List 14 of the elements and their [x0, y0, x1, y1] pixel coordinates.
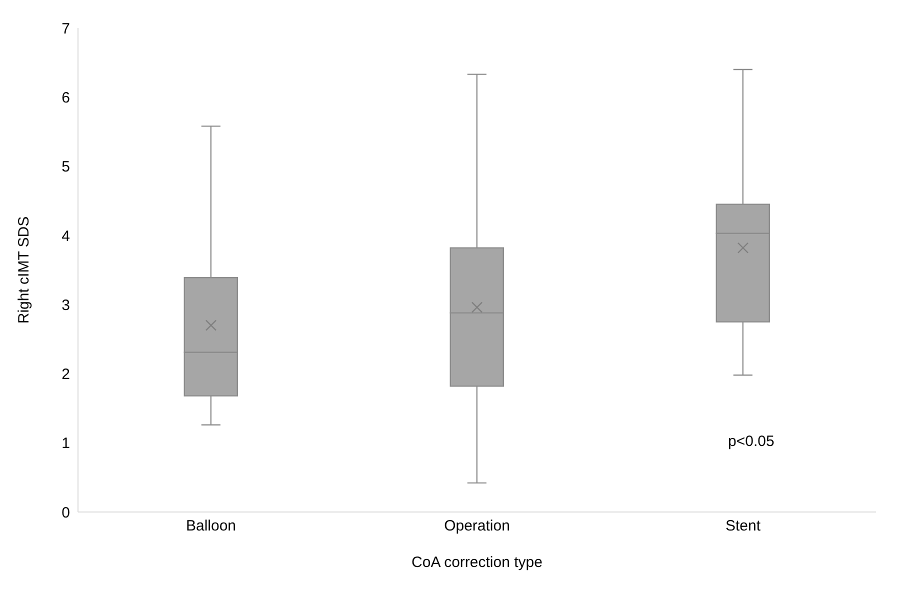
y-tick-label: 5 [62, 158, 70, 176]
y-tick-label: 6 [62, 89, 70, 106]
y-tick-label: 7 [62, 20, 70, 38]
y-tick-label: 2 [62, 366, 70, 384]
x-tick-label: Balloon [186, 518, 236, 535]
annotation: p<0.05 [728, 433, 774, 450]
y-tick-label: 3 [62, 296, 70, 314]
x-tick-label: Stent [725, 518, 762, 535]
y-axis-title: Right cIMT SDS [15, 216, 32, 324]
y-tick-label: 4 [62, 228, 70, 245]
x-axis-title: CoA correction type [412, 554, 542, 571]
x-tick-label: Operation [444, 518, 510, 535]
y-tick-label: 0 [62, 504, 70, 522]
y-tick-label: 1 [62, 435, 70, 452]
